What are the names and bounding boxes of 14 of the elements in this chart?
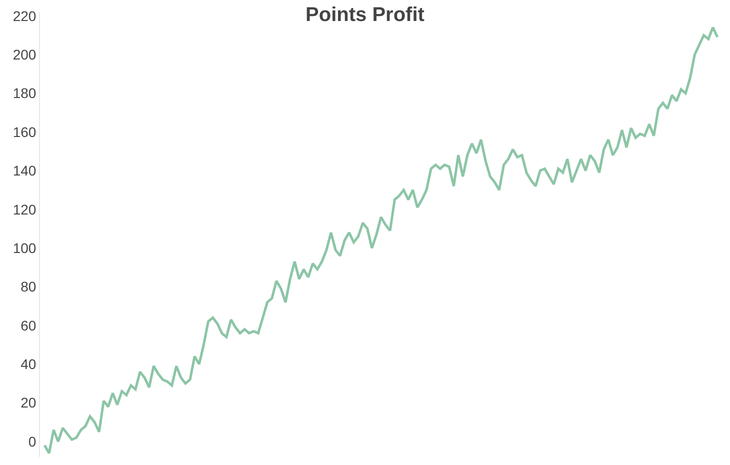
y-tick-label: 0 [28,433,36,450]
y-tick-label: 120 [12,201,36,218]
y-tick-label: 160 [12,124,36,140]
y-tick-label: 180 [12,85,36,102]
y-tick-label: 220 [12,8,36,24]
y-tick-label: 140 [12,162,36,179]
line-series [43,26,719,454]
chart-title: Points Profit [306,4,425,26]
y-tick-label: 80 [20,278,36,295]
y-tick-label: 200 [12,46,36,62]
y-tick-label: 20 [20,394,36,411]
y-tick-label: 100 [12,240,36,256]
y-tick-label: 60 [20,317,36,334]
y-tick-label: 40 [20,356,36,372]
